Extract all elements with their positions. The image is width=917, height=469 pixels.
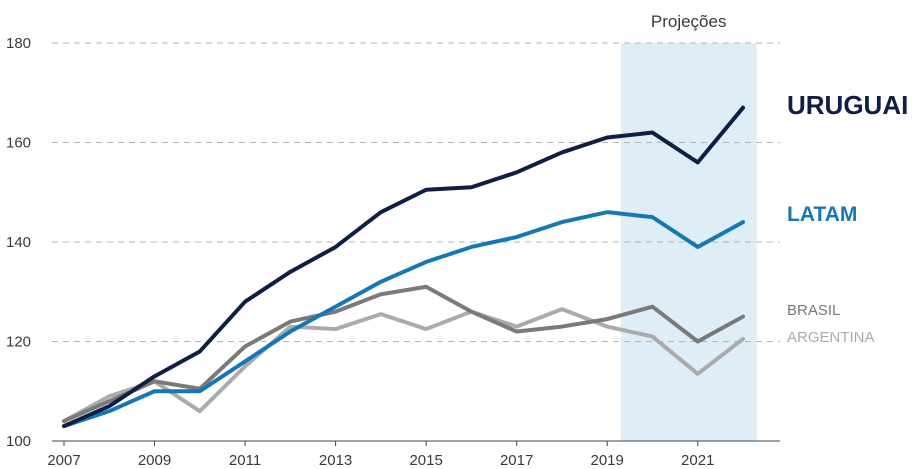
y-tick-label: 160 bbox=[6, 135, 31, 152]
x-tick-label: 2019 bbox=[591, 452, 624, 469]
x-tick-label: 2015 bbox=[409, 452, 442, 469]
x-tick-label: 2021 bbox=[681, 452, 714, 469]
series-label-uruguai: URUGUAI bbox=[787, 90, 908, 120]
series-label-argentina: ARGENTINA bbox=[787, 329, 875, 346]
x-tick-label: 2007 bbox=[47, 452, 80, 469]
y-tick-label: 120 bbox=[6, 334, 31, 351]
series-line-argentina bbox=[62, 307, 745, 424]
series-line-brasil bbox=[62, 284, 745, 424]
x-axis-ticks: 2007 2009 2011 2013 2015 2017 2019 2021 bbox=[47, 441, 714, 469]
series-line-uruguai bbox=[62, 105, 745, 429]
x-tick-label: 2009 bbox=[138, 452, 171, 469]
y-tick-label: 100 bbox=[6, 433, 31, 450]
projection-label: Projeções bbox=[651, 12, 727, 31]
series-labels: URUGUAI LATAM BRASIL ARGENTINA bbox=[787, 90, 908, 346]
x-tick-label: 2013 bbox=[319, 452, 352, 469]
x-tick-label: 2011 bbox=[229, 452, 261, 469]
y-tick-label: 140 bbox=[6, 234, 31, 251]
series-lines bbox=[62, 105, 745, 429]
y-tick-label: 180 bbox=[6, 35, 31, 52]
series-label-brasil: BRASIL bbox=[787, 302, 840, 319]
x-tick-label: 2017 bbox=[500, 452, 533, 469]
series-label-latam: LATAM bbox=[787, 203, 857, 226]
y-axis-ticks: 100 120 140 160 180 bbox=[6, 35, 31, 450]
series-line-latam bbox=[62, 210, 745, 429]
